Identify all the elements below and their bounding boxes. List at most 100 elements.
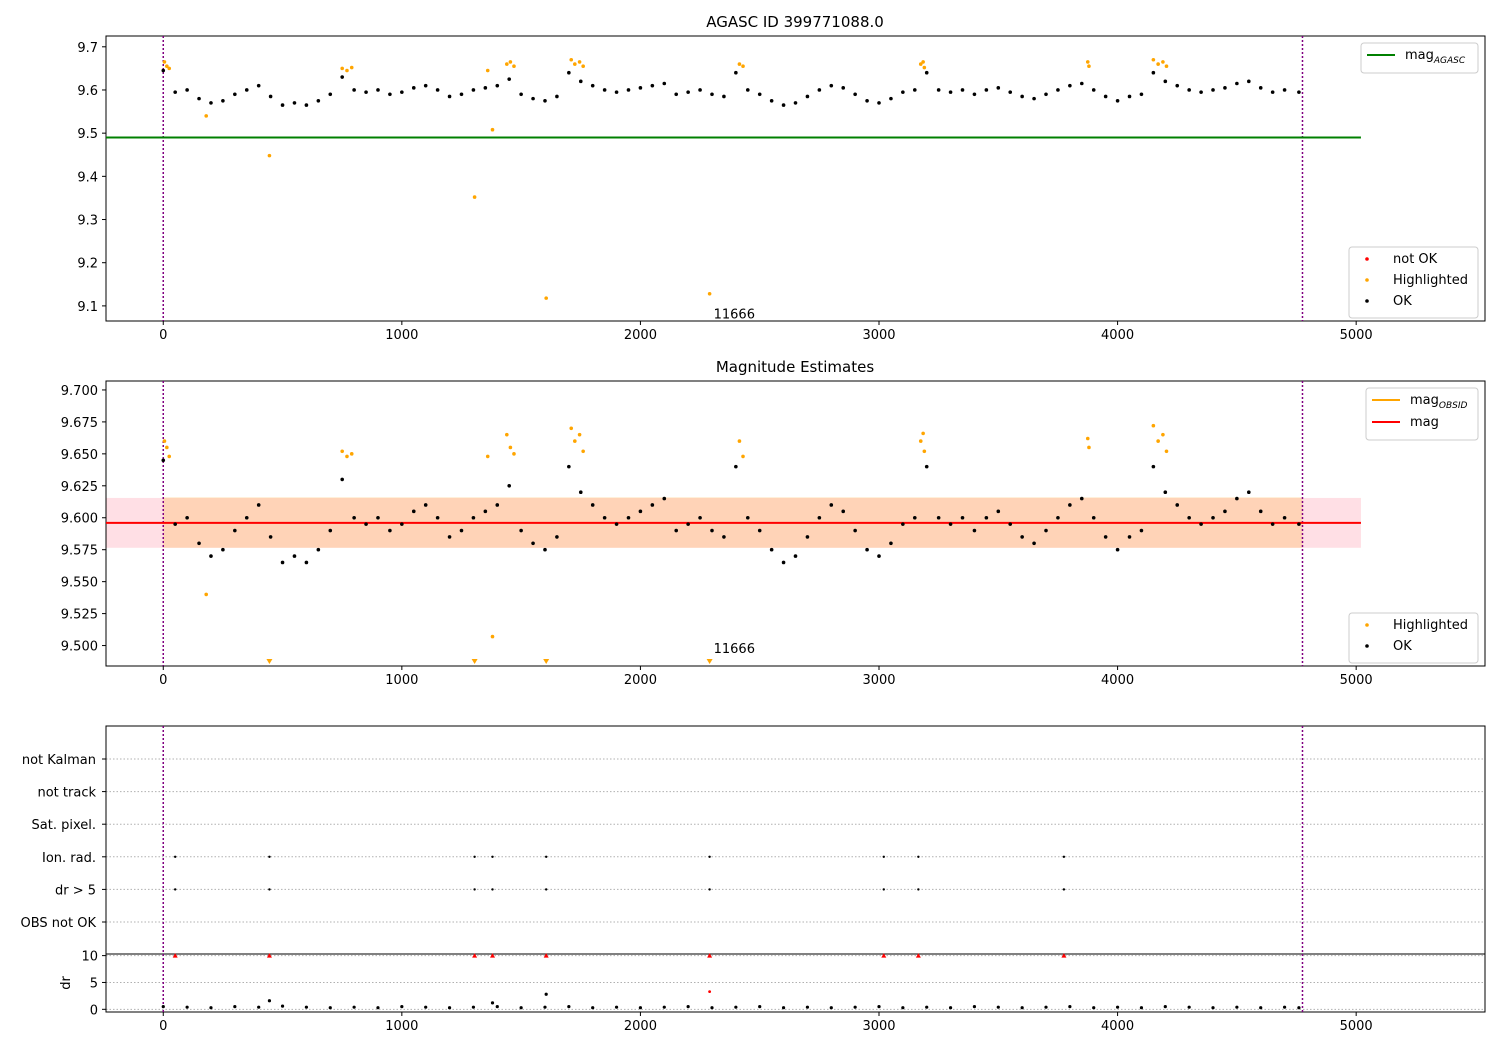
y-tick-label: 9.650 <box>61 448 98 463</box>
ok-point <box>948 90 953 94</box>
ok-point <box>459 92 464 97</box>
highlighted-point <box>345 68 349 73</box>
dr-point <box>544 992 548 996</box>
y-tick-label: 9.500 <box>61 640 98 655</box>
legend-subscript: OBSID <box>1439 401 1468 411</box>
ok-point <box>495 503 500 507</box>
x-tick-label: 0 <box>159 673 167 688</box>
ok-point <box>602 88 607 92</box>
ok-point <box>877 554 881 558</box>
highlighted-point <box>573 439 577 443</box>
y-tick-label: 5 <box>90 976 98 991</box>
flag-row-label: Ion. rad. <box>42 851 96 866</box>
ok-point <box>829 503 834 507</box>
dr-point <box>996 1005 1000 1009</box>
x-tick-label: 4000 <box>1101 328 1134 343</box>
dr-point <box>1259 1006 1263 1010</box>
flag-row-label: dr > 5 <box>55 883 96 898</box>
flag-point <box>882 855 885 858</box>
highlighted-point <box>1087 445 1091 450</box>
x-tick-label: 1000 <box>385 328 418 343</box>
ok-point <box>901 90 905 94</box>
y-tick-label: 9.5 <box>77 127 98 142</box>
ok-point <box>423 83 428 88</box>
ok-point <box>340 477 344 482</box>
x-tick-label: 2000 <box>624 1019 657 1034</box>
magnitude-estimates-panel: Magnitude Estimates 0 1000 2000 3000 4000 500… <box>61 358 1486 688</box>
ok-point <box>769 98 774 103</box>
ok-point <box>1115 98 1120 103</box>
ok-point <box>686 90 690 94</box>
y-tick-label: 0 <box>90 1003 98 1018</box>
ok-point <box>1079 496 1084 501</box>
highlighted-point <box>544 296 548 300</box>
ok-point <box>256 83 261 88</box>
highlighted-point <box>1156 439 1160 443</box>
ok-point <box>221 98 225 103</box>
ok-point <box>1163 79 1168 84</box>
ok-point <box>817 88 822 92</box>
ok-point <box>996 509 1001 514</box>
ok-point <box>364 90 368 94</box>
dr-point <box>328 1006 332 1010</box>
ok-point <box>495 83 500 88</box>
ok-point <box>268 94 273 99</box>
dr-point <box>1068 1005 1072 1009</box>
clipped-dr-marker <box>266 953 272 958</box>
highlighted-point <box>505 432 509 437</box>
ok-point <box>1044 528 1048 533</box>
ok-point <box>889 96 893 101</box>
dr-point <box>424 1005 428 1009</box>
ok-point <box>352 515 356 520</box>
dr-point <box>1020 1006 1024 1010</box>
highlighted-point <box>508 445 513 450</box>
flag-point <box>544 888 548 891</box>
ok-point <box>984 515 989 520</box>
ok-point <box>1211 515 1215 520</box>
legend-point-swatch <box>1365 299 1369 303</box>
dr-point <box>304 1005 309 1009</box>
x-tick-label: 5000 <box>1340 673 1373 688</box>
ok-point <box>1032 96 1036 101</box>
dr-point <box>376 1006 380 1010</box>
ok-point <box>376 515 380 520</box>
clipped-dr-marker <box>172 953 178 958</box>
dr-point <box>280 1004 285 1008</box>
ok-point <box>650 83 655 88</box>
ok-point <box>173 90 177 94</box>
ok-point <box>244 515 249 520</box>
highlighted-point <box>162 60 167 64</box>
ok-point <box>853 92 857 97</box>
ok-point <box>519 92 523 97</box>
ok-point <box>1151 464 1156 469</box>
x-tick-label: 1000 <box>385 673 418 688</box>
ok-point <box>793 101 798 105</box>
highlighted-point <box>922 65 927 70</box>
y-tick-label: 9.550 <box>61 576 98 591</box>
highlighted-point <box>204 592 209 597</box>
ok-point <box>435 515 440 520</box>
highlighted-point <box>737 439 742 443</box>
dr-point <box>400 1005 404 1009</box>
ok-point <box>1008 90 1013 94</box>
legend-point-swatch <box>1365 278 1369 282</box>
highlighted-point <box>485 454 490 459</box>
ok-point <box>328 92 333 97</box>
x-tick-label: 2000 <box>624 328 657 343</box>
ok-point <box>960 88 965 92</box>
legend-point-swatch <box>1365 644 1369 648</box>
ok-point <box>674 92 679 97</box>
dr-point <box>1282 1005 1287 1009</box>
ok-point <box>1297 90 1301 94</box>
ok-point <box>972 92 977 97</box>
ok-point <box>1091 88 1096 92</box>
ok-point <box>638 86 643 90</box>
dr-point <box>781 1006 786 1010</box>
flag-row-label: not track <box>37 786 96 801</box>
dr-point <box>1092 1006 1096 1010</box>
clipped-dr-marker <box>881 953 887 958</box>
dr-point <box>161 1005 165 1009</box>
flag-point <box>173 888 177 891</box>
ok-point <box>233 528 237 533</box>
